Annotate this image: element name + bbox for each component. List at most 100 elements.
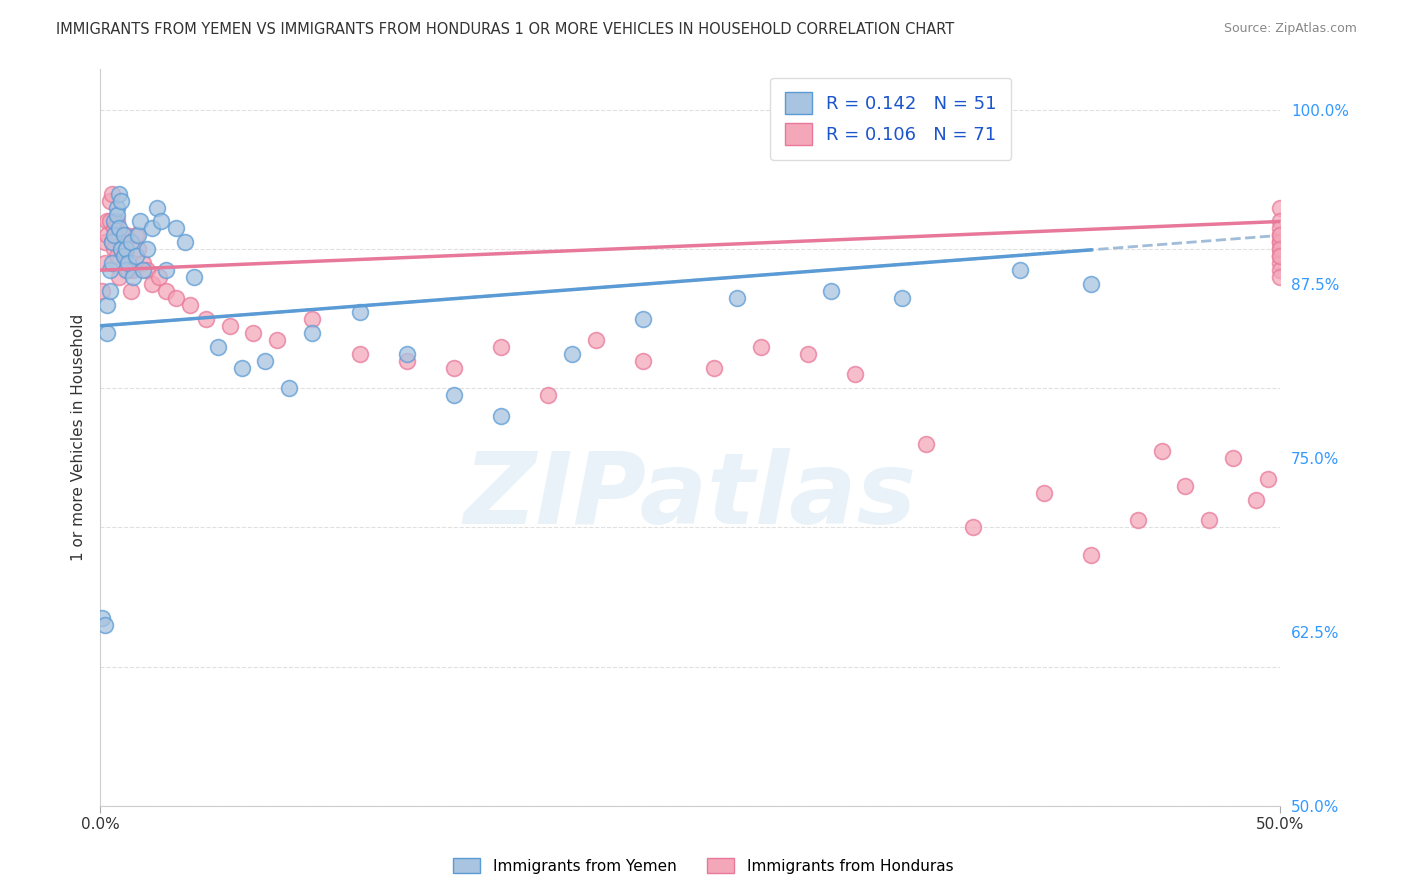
Point — [136, 263, 159, 277]
Point — [174, 235, 197, 250]
Legend: Immigrants from Yemen, Immigrants from Honduras: Immigrants from Yemen, Immigrants from H… — [447, 852, 959, 880]
Point — [1268, 228, 1291, 243]
Y-axis label: 1 or more Vehicles in Household: 1 or more Vehicles in Household — [72, 313, 86, 561]
Point — [101, 186, 124, 201]
Point — [103, 242, 125, 256]
Point — [1268, 228, 1291, 243]
Point — [122, 270, 145, 285]
Point — [98, 214, 121, 228]
Point — [108, 221, 131, 235]
Point — [725, 291, 748, 305]
Point — [120, 235, 142, 250]
Point — [395, 353, 418, 368]
Point — [129, 214, 152, 228]
Point — [136, 242, 159, 256]
Point — [105, 214, 128, 228]
Point — [96, 298, 118, 312]
Point — [749, 340, 772, 354]
Point — [1268, 242, 1291, 256]
Point — [98, 263, 121, 277]
Text: ZIPatlas: ZIPatlas — [464, 448, 917, 544]
Point — [101, 256, 124, 270]
Point — [1268, 263, 1291, 277]
Point — [631, 311, 654, 326]
Point — [1198, 514, 1220, 528]
Point — [443, 360, 465, 375]
Text: IMMIGRANTS FROM YEMEN VS IMMIGRANTS FROM HONDURAS 1 OR MORE VEHICLES IN HOUSEHOL: IMMIGRANTS FROM YEMEN VS IMMIGRANTS FROM… — [56, 22, 955, 37]
Point — [395, 346, 418, 360]
Point — [94, 235, 117, 250]
Point — [112, 249, 135, 263]
Point — [145, 201, 167, 215]
Point — [254, 353, 277, 368]
Point — [1268, 249, 1291, 263]
Point — [219, 318, 242, 333]
Point — [112, 228, 135, 243]
Text: Source: ZipAtlas.com: Source: ZipAtlas.com — [1223, 22, 1357, 36]
Point — [844, 368, 866, 382]
Point — [127, 228, 149, 243]
Point — [101, 235, 124, 250]
Point — [891, 291, 914, 305]
Point — [962, 520, 984, 534]
Point — [103, 214, 125, 228]
Point — [277, 381, 299, 395]
Point — [115, 242, 138, 256]
Point — [124, 249, 146, 263]
Point — [1268, 235, 1291, 250]
Point — [108, 228, 131, 243]
Point — [105, 201, 128, 215]
Point — [1268, 256, 1291, 270]
Point — [98, 284, 121, 298]
Point — [1268, 221, 1291, 235]
Point — [148, 270, 170, 285]
Point — [1150, 444, 1173, 458]
Point — [797, 346, 820, 360]
Point — [349, 346, 371, 360]
Point — [301, 326, 323, 340]
Point — [96, 214, 118, 228]
Point — [266, 333, 288, 347]
Point — [112, 249, 135, 263]
Point — [1268, 201, 1291, 215]
Point — [1268, 214, 1291, 228]
Point — [141, 221, 163, 235]
Point — [195, 311, 218, 326]
Point — [108, 270, 131, 285]
Point — [105, 249, 128, 263]
Point — [131, 263, 153, 277]
Point — [91, 284, 114, 298]
Point — [179, 298, 201, 312]
Point — [124, 228, 146, 243]
Point — [1268, 249, 1291, 263]
Point — [537, 388, 560, 402]
Point — [1174, 479, 1197, 493]
Point — [1010, 263, 1032, 277]
Point — [1032, 485, 1054, 500]
Point — [165, 221, 187, 235]
Point — [1080, 548, 1102, 562]
Point — [131, 256, 153, 270]
Point — [489, 409, 512, 424]
Point — [103, 221, 125, 235]
Point — [110, 242, 132, 256]
Point — [110, 194, 132, 208]
Point — [141, 277, 163, 291]
Point — [242, 326, 264, 340]
Point — [1268, 242, 1291, 256]
Point — [1268, 270, 1291, 285]
Point — [702, 360, 724, 375]
Point — [115, 228, 138, 243]
Point — [443, 388, 465, 402]
Point — [155, 263, 177, 277]
Legend: R = 0.142   N = 51, R = 0.106   N = 71: R = 0.142 N = 51, R = 0.106 N = 71 — [770, 78, 1011, 160]
Point — [1268, 235, 1291, 250]
Point — [820, 284, 842, 298]
Point — [1222, 450, 1244, 465]
Point — [108, 186, 131, 201]
Point — [1244, 492, 1267, 507]
Point — [155, 284, 177, 298]
Point — [489, 340, 512, 354]
Point — [631, 353, 654, 368]
Point — [561, 346, 583, 360]
